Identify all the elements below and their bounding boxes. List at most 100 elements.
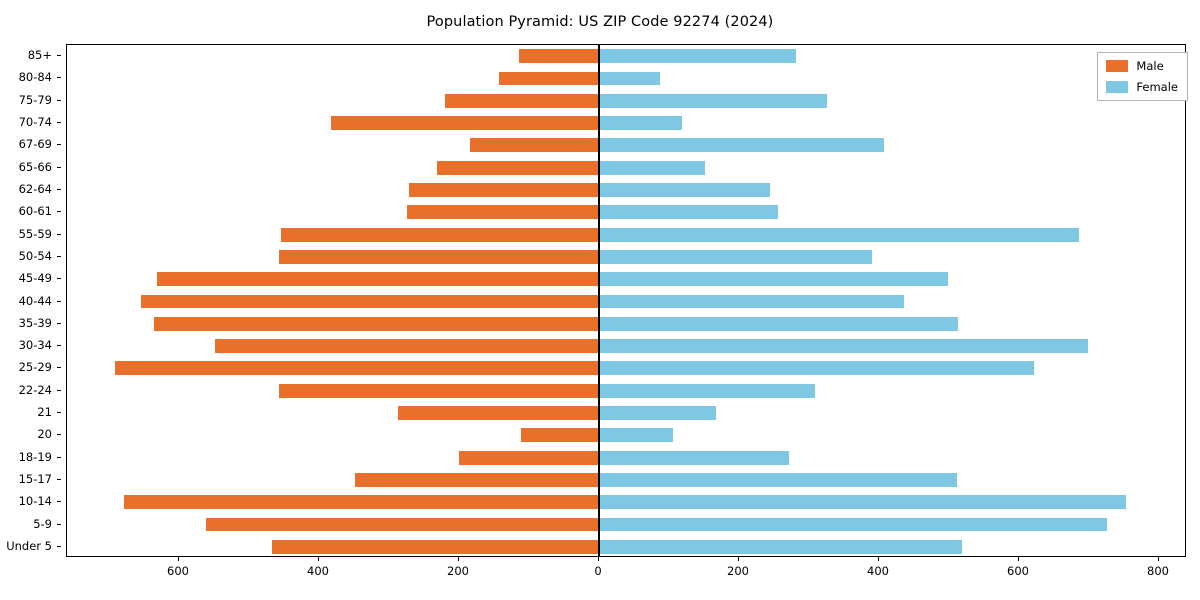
y-tick-mark	[57, 434, 61, 436]
female-bar[interactable]	[599, 406, 716, 420]
female-bar[interactable]	[599, 160, 706, 175]
y-tick-label-45-49: 45-49	[18, 271, 52, 286]
male-bar[interactable]	[355, 473, 599, 487]
y-tick-mark	[57, 456, 61, 458]
female-bar[interactable]	[599, 205, 778, 220]
y-tick-mark	[57, 122, 61, 124]
pyramid-row	[67, 495, 1185, 510]
male-bar[interactable]	[279, 249, 599, 264]
female-bar[interactable]	[599, 272, 948, 287]
pyramid-row	[67, 49, 1185, 64]
male-bar[interactable]	[214, 339, 599, 354]
pyramid-row	[67, 383, 1185, 398]
x-tick-label: 400	[307, 564, 329, 578]
male-bar[interactable]	[281, 227, 599, 242]
y-tick-label-67-69: 67-69	[18, 137, 52, 152]
female-bar[interactable]	[599, 383, 816, 398]
pyramid-row	[67, 339, 1185, 354]
y-tick-mark	[57, 389, 61, 391]
legend-entry-female[interactable]: Female	[1106, 80, 1178, 94]
zero-axis-line	[598, 45, 600, 556]
male-bar[interactable]	[407, 205, 599, 220]
male-bar[interactable]	[153, 316, 599, 331]
female-bar[interactable]	[599, 339, 1088, 354]
female-bar[interactable]	[599, 316, 959, 331]
pyramid-row	[67, 93, 1185, 108]
y-tick-label-80-84: 80-84	[18, 70, 52, 85]
pyramid-row	[67, 205, 1185, 220]
female-bar[interactable]	[599, 116, 683, 130]
male-color-swatch	[1106, 60, 1129, 72]
female-bar[interactable]	[599, 71, 660, 86]
female-bar[interactable]	[599, 517, 1107, 532]
y-tick-label-25-29: 25-29	[18, 360, 52, 375]
y-tick-label-62-64: 62-64	[18, 181, 52, 196]
female-bar[interactable]	[599, 294, 904, 309]
male-bar[interactable]	[330, 116, 599, 130]
male-bar[interactable]	[157, 272, 599, 287]
pyramid-row	[67, 473, 1185, 487]
x-tick-label: 600	[1007, 564, 1029, 578]
female-bar[interactable]	[599, 93, 827, 108]
female-bar[interactable]	[599, 428, 674, 443]
y-tick-label-30-34: 30-34	[18, 338, 52, 353]
female-bar[interactable]	[599, 227, 1079, 242]
y-tick-label-65-66: 65-66	[18, 159, 52, 174]
pyramid-row	[67, 183, 1185, 197]
y-tick-label-55-59: 55-59	[18, 226, 52, 241]
male-bar[interactable]	[398, 406, 599, 420]
female-bar[interactable]	[599, 450, 790, 465]
y-tick-label-50-54: 50-54	[18, 248, 52, 263]
chart-title: Population Pyramid: US ZIP Code 92274 (2…	[426, 14, 774, 30]
y-tick-mark	[57, 233, 61, 235]
pyramid-row	[67, 361, 1185, 376]
x-tick-mark	[458, 557, 459, 561]
y-tick-mark	[57, 55, 61, 57]
x-axis: 600 400 200 0 200 400 600 800	[66, 557, 1186, 587]
female-bar[interactable]	[599, 473, 958, 487]
bars-layer	[67, 45, 1185, 556]
y-tick-mark	[57, 322, 61, 324]
x-tick-label: 800	[1147, 564, 1169, 578]
male-bar[interactable]	[470, 138, 599, 153]
male-bar[interactable]	[498, 71, 599, 86]
x-tick-mark	[1158, 557, 1159, 561]
female-bar[interactable]	[599, 49, 796, 64]
male-bar[interactable]	[279, 383, 599, 398]
plot-area	[66, 44, 1186, 557]
male-bar[interactable]	[445, 93, 599, 108]
x-tick-label: 0	[594, 564, 602, 578]
male-bar[interactable]	[206, 517, 599, 532]
male-bar[interactable]	[518, 49, 599, 64]
y-tick-mark	[57, 77, 61, 79]
male-bar[interactable]	[272, 539, 599, 554]
female-bar[interactable]	[599, 539, 963, 554]
x-tick-label: 200	[447, 564, 469, 578]
y-tick-label-40-44: 40-44	[18, 293, 52, 308]
pyramid-row	[67, 294, 1185, 309]
y-tick-mark	[57, 523, 61, 525]
y-tick-label-22-24: 22-24	[18, 382, 52, 397]
male-bar[interactable]	[520, 428, 599, 443]
y-axis-labels: 85+ 80-84 75-79 70-74 67-69 65-66 62-64 60-61 55…	[0, 44, 61, 557]
x-tick-mark	[598, 557, 599, 561]
male-bar[interactable]	[124, 495, 599, 510]
male-bar[interactable]	[408, 183, 599, 197]
pyramid-row	[67, 428, 1185, 443]
male-bar[interactable]	[459, 450, 599, 465]
female-bar[interactable]	[599, 183, 770, 197]
legend-entry-male[interactable]: Male	[1106, 59, 1178, 73]
y-tick-label-15-17: 15-17	[18, 471, 52, 486]
pyramid-row	[67, 160, 1185, 175]
male-bar[interactable]	[437, 160, 599, 175]
male-bar[interactable]	[141, 294, 599, 309]
female-bar[interactable]	[599, 361, 1034, 376]
pyramid-row	[67, 227, 1185, 242]
female-bar[interactable]	[599, 249, 872, 264]
y-tick-mark	[57, 278, 61, 280]
y-tick-mark	[57, 345, 61, 347]
female-bar[interactable]	[599, 138, 884, 153]
male-bar[interactable]	[115, 361, 599, 376]
y-tick-mark	[57, 501, 61, 503]
female-bar[interactable]	[599, 495, 1127, 510]
